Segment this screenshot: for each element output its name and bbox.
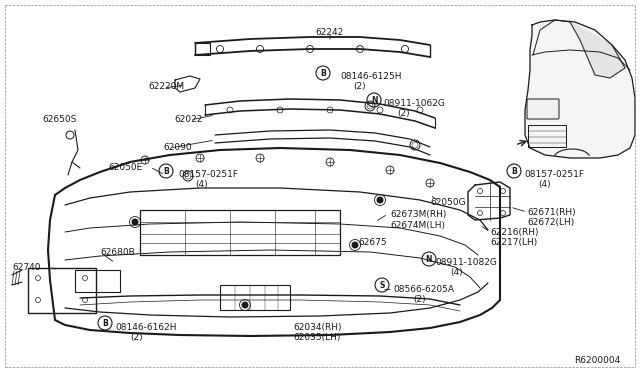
Text: B: B: [163, 167, 169, 176]
Text: 08146-6162H: 08146-6162H: [115, 323, 177, 332]
Text: 62673M(RH): 62673M(RH): [390, 210, 446, 219]
Text: 08911-1082G: 08911-1082G: [435, 258, 497, 267]
Polygon shape: [525, 20, 635, 158]
Circle shape: [131, 218, 138, 225]
Text: 62242: 62242: [316, 28, 344, 37]
Text: 62217(LH): 62217(LH): [490, 238, 537, 247]
Text: 08566-6205A: 08566-6205A: [393, 285, 454, 294]
Text: 62050G: 62050G: [430, 198, 466, 207]
Text: (2): (2): [353, 82, 365, 91]
Text: 62680B: 62680B: [100, 248, 135, 257]
Text: 62090: 62090: [163, 143, 191, 152]
Text: 62216(RH): 62216(RH): [490, 228, 538, 237]
Circle shape: [376, 196, 383, 203]
Text: (4): (4): [538, 180, 550, 189]
Text: 62675: 62675: [358, 238, 387, 247]
Text: 62050E: 62050E: [108, 163, 142, 172]
Text: 08157-0251F: 08157-0251F: [178, 170, 238, 179]
Text: 62674M(LH): 62674M(LH): [390, 221, 445, 230]
Text: 08911-1062G: 08911-1062G: [383, 99, 445, 108]
Circle shape: [241, 301, 248, 308]
Text: (2): (2): [413, 295, 426, 304]
Text: N: N: [426, 254, 432, 263]
Text: 62650S: 62650S: [42, 115, 76, 124]
Text: R6200004: R6200004: [573, 356, 620, 365]
Text: S: S: [380, 280, 385, 289]
Text: B: B: [102, 318, 108, 327]
Text: 62035(LH): 62035(LH): [293, 333, 340, 342]
Text: (2): (2): [397, 109, 410, 118]
Text: 08157-0251F: 08157-0251F: [524, 170, 584, 179]
Text: (4): (4): [195, 180, 207, 189]
Text: 08146-6125H: 08146-6125H: [340, 72, 401, 81]
Circle shape: [351, 241, 358, 248]
Text: (4): (4): [450, 268, 463, 277]
Text: 62671(RH): 62671(RH): [527, 208, 575, 217]
FancyBboxPatch shape: [527, 99, 559, 119]
Text: B: B: [320, 68, 326, 77]
Text: N: N: [371, 96, 377, 105]
Text: (2): (2): [130, 333, 143, 342]
Text: 62220M: 62220M: [148, 82, 184, 91]
Polygon shape: [570, 22, 625, 78]
Text: 62034(RH): 62034(RH): [293, 323, 342, 332]
Text: 62672(LH): 62672(LH): [527, 218, 574, 227]
Text: 62022: 62022: [174, 115, 202, 124]
Text: B: B: [511, 167, 517, 176]
Text: 62740: 62740: [12, 263, 40, 272]
